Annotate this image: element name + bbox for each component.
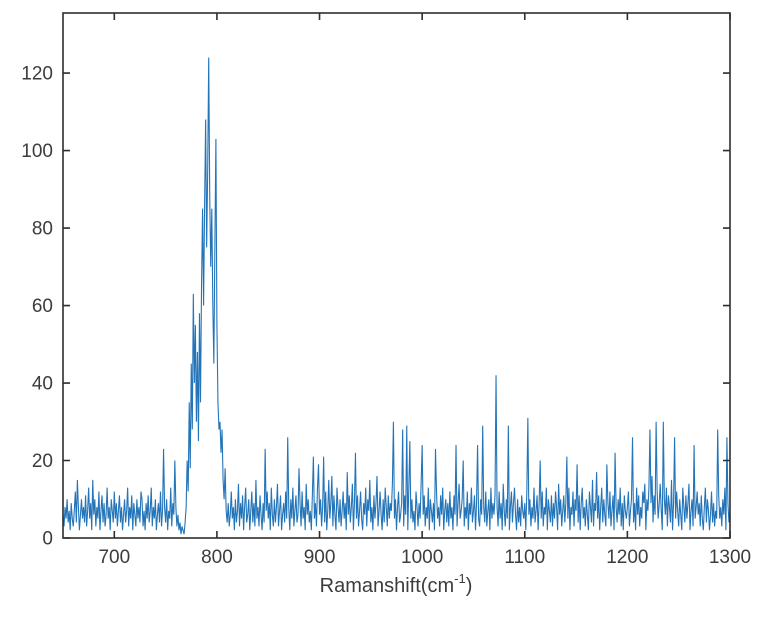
x-tick-label: 1000 bbox=[401, 547, 443, 568]
axis-ticks bbox=[63, 13, 731, 539]
x-tick-label: 1300 bbox=[709, 547, 751, 568]
axes-box bbox=[62, 12, 731, 539]
plot-area: 700 800 900 1000 1100 1200 1300 0 20 40 60 80 100 120 bbox=[21, 12, 751, 568]
x-tick-label: 900 bbox=[304, 547, 336, 568]
x-axis-title-close: ) bbox=[466, 575, 473, 597]
y-tick-label: 100 bbox=[21, 141, 53, 162]
y-tick-label: 60 bbox=[32, 296, 53, 317]
spectrum-line bbox=[62, 57, 731, 535]
x-axis-title-main: Ramanshift(cm bbox=[320, 575, 454, 597]
y-tick-label: 0 bbox=[42, 529, 53, 550]
x-tick-label: 700 bbox=[98, 547, 130, 568]
y-tick-label: 80 bbox=[32, 219, 53, 240]
x-tick-label: 800 bbox=[201, 547, 233, 568]
x-tick-label: 1200 bbox=[606, 547, 648, 568]
x-axis-title-superscript: -1 bbox=[454, 571, 466, 586]
x-tick-label: 1100 bbox=[504, 547, 545, 568]
y-tick-label: 40 bbox=[32, 374, 53, 395]
x-axis-title: Ramanshift(cm-1) bbox=[320, 571, 473, 597]
y-tick-label: 20 bbox=[32, 451, 53, 472]
y-tick-label: 120 bbox=[21, 64, 53, 85]
